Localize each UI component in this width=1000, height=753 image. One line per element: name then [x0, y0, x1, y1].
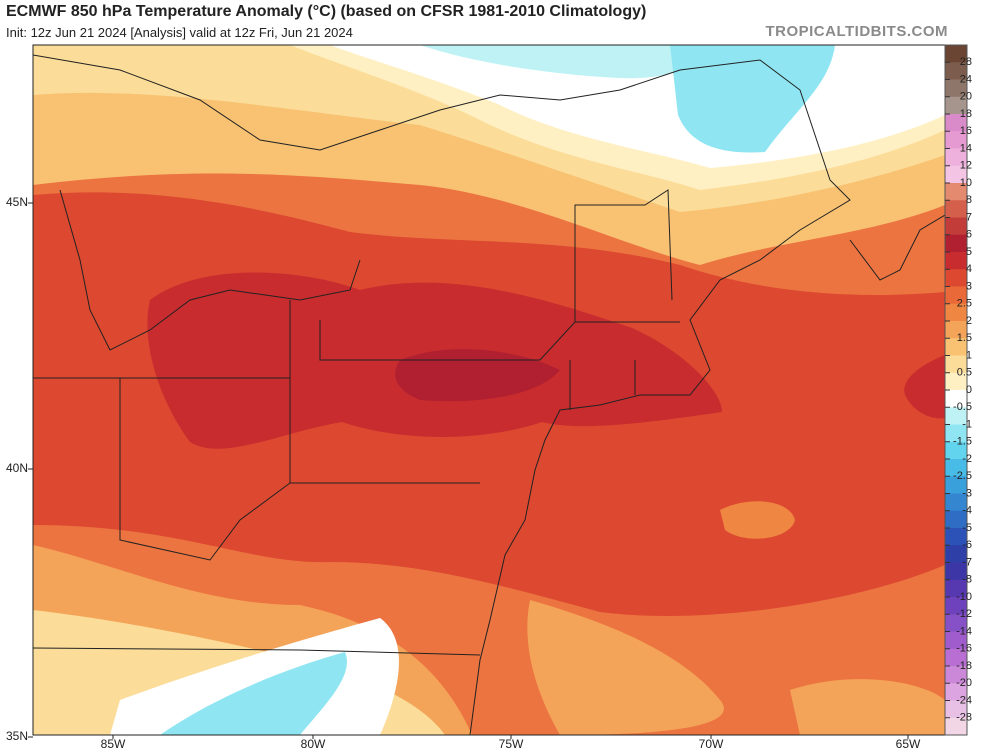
colorbar-label: -16	[956, 643, 972, 655]
colorbar-label: -8	[962, 574, 972, 586]
colorbar-label: -1	[962, 418, 972, 430]
colorbar-label: -2.5	[953, 470, 972, 482]
longitude-label: 85W	[101, 737, 126, 751]
colorbar-swatch	[945, 183, 967, 201]
colorbar-swatch	[945, 562, 967, 581]
colorbar-label: -0.5	[953, 401, 972, 413]
colorbar-label: -20	[956, 677, 972, 689]
colorbar-label: 5	[966, 246, 972, 258]
colorbar-swatch	[945, 372, 967, 391]
colorbar-label: -12	[956, 608, 972, 620]
graticule-labels: 45N 40N 35N 85W 80W 75W 70W 65W	[6, 195, 921, 751]
colorbar-swatch	[945, 165, 967, 184]
colorbar-swatch	[945, 217, 967, 236]
boundaries	[33, 54, 945, 735]
colorbar-label: -28	[956, 712, 972, 724]
colorbar-swatch	[945, 234, 967, 253]
colorbar-swatch	[945, 148, 967, 167]
colorbar-swatch	[945, 62, 967, 80]
latitude-label: 40N	[6, 461, 28, 475]
colorbar-label: 3	[966, 280, 972, 292]
colorbar-label: -7	[962, 556, 972, 568]
longitude-label: 75W	[499, 737, 524, 751]
colorbar-label: -2	[962, 453, 972, 465]
colorbar-label: 7	[966, 211, 972, 223]
colorbar-label: 12	[960, 160, 972, 172]
colorbar-swatch	[945, 648, 967, 667]
colorbar-label: -18	[956, 660, 972, 672]
colorbar-label: -6	[962, 539, 972, 551]
colorbar-swatch	[945, 390, 967, 408]
colorbar-label: -1.5	[953, 436, 972, 448]
colorbar-swatch	[945, 510, 967, 529]
colorbar-label: 1	[966, 349, 972, 361]
latitude-label: 35N	[6, 729, 28, 743]
colorbar-label: -24	[956, 694, 972, 706]
colorbar-swatch	[945, 493, 967, 512]
colorbar-swatch	[945, 614, 967, 632]
colorbar-swatch	[945, 476, 967, 494]
colorbar-swatch	[945, 666, 967, 684]
colorbar-swatch	[945, 45, 967, 63]
colorbar-label: 18	[960, 108, 972, 120]
colorbar-swatch	[945, 252, 967, 270]
colorbar-label: -5	[962, 522, 972, 534]
colorbar-label: -14	[956, 625, 972, 637]
colorbar-label: 20	[960, 91, 972, 103]
colorbar-swatch	[945, 79, 967, 98]
colorbar-swatch	[945, 269, 967, 287]
latitude-label: 45N	[6, 195, 28, 209]
colorbar-swatch	[945, 459, 967, 477]
colorbar-label: 0	[966, 384, 972, 396]
colorbar-label: 16	[960, 125, 972, 137]
colorbar-swatch	[945, 200, 967, 218]
colorbar-label: 8	[966, 194, 972, 206]
colorbar-label: -4	[962, 505, 972, 517]
colorbar-label: 1.5	[957, 332, 972, 344]
colorbar-swatch	[945, 597, 967, 615]
colorbar-label: 4	[966, 263, 972, 275]
colorbar-label: 14	[960, 142, 972, 154]
colorbar-label: 0.5	[957, 367, 972, 379]
colorbar: 28 24 20 18 16 14 12 10 8 7 6 5 4 3 2.5 2 1.5 1 0.5 0 -0.5 -1…	[944, 44, 972, 736]
longitude-label: 80W	[301, 737, 326, 751]
colorbar-swatch	[945, 579, 967, 598]
colorbar-swatch	[945, 338, 967, 356]
map-title: ECMWF 850 hPa Temperature Anomaly (°C) (…	[6, 3, 647, 20]
colorbar-swatch	[945, 355, 967, 374]
colorbar-label: 28	[960, 56, 972, 68]
colorbar-swatch	[945, 683, 967, 701]
colorbar-swatch	[945, 700, 967, 719]
colorbar-swatch	[945, 131, 967, 149]
colorbar-swatch	[945, 303, 967, 322]
colorbar-label: -3	[962, 487, 972, 499]
colorbar-swatch	[945, 528, 967, 546]
longitude-label: 70W	[699, 737, 724, 751]
colorbar-swatch	[945, 717, 967, 736]
colorbar-swatch	[945, 407, 967, 425]
colorbar-label: -10	[956, 591, 972, 603]
colorbar-swatch	[945, 286, 967, 305]
colorbar-swatch	[945, 424, 967, 443]
colorbar-label: 24	[960, 73, 972, 85]
colorbar-label: 2.5	[957, 298, 972, 310]
colorbar-swatch	[945, 321, 967, 339]
colorbar-label: 10	[960, 177, 972, 189]
colorbar-label: 6	[966, 229, 972, 241]
colorbar-swatch	[945, 441, 967, 460]
anomaly-field	[33, 45, 945, 735]
colorbar-swatch	[945, 545, 967, 563]
colorbar-swatch	[945, 631, 967, 650]
site-name: TROPICALTIDBITS.COM	[765, 23, 948, 40]
longitude-label: 65W	[896, 737, 921, 751]
colorbar-label: 2	[966, 315, 972, 327]
map-subtitle: Init: 12z Jun 21 2024 [Analysis] valid a…	[6, 25, 353, 40]
colorbar-swatch	[945, 114, 967, 132]
colorbar-swatch	[945, 96, 967, 115]
